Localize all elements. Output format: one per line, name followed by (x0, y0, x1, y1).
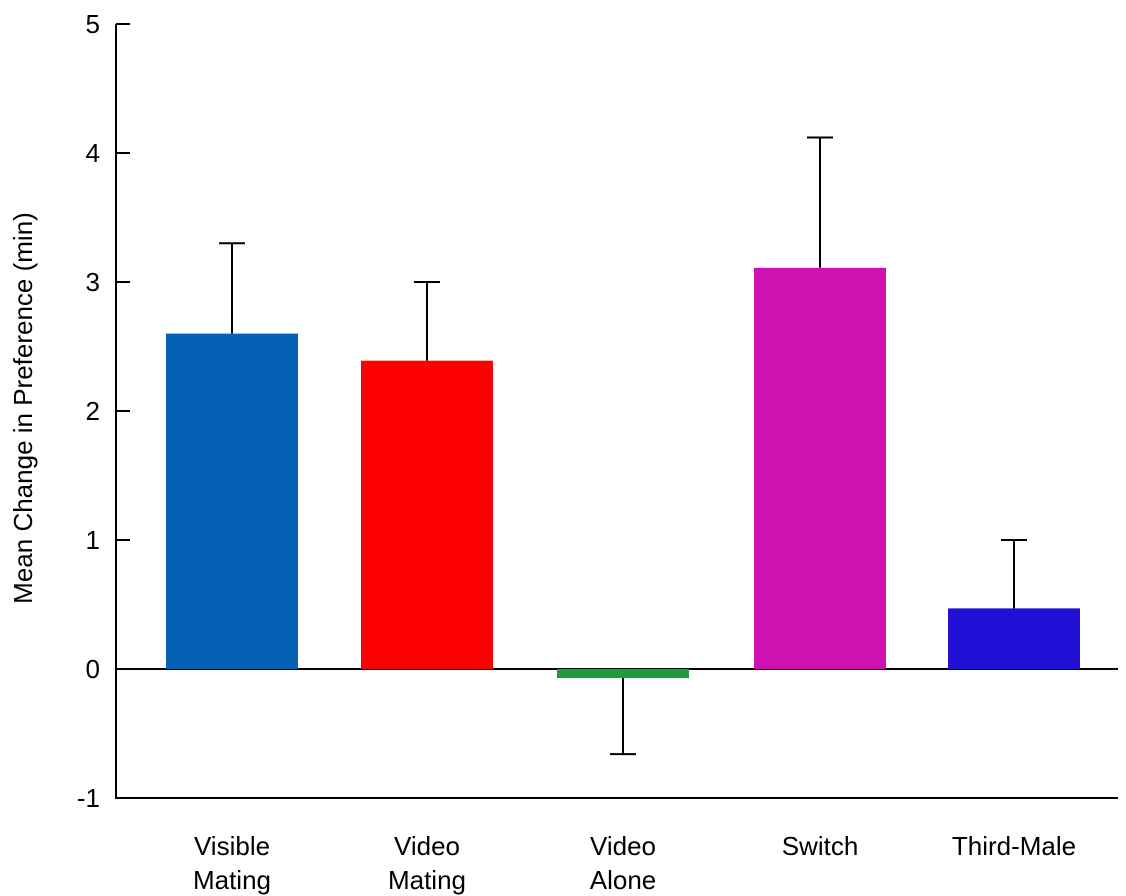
category-label: Switch (782, 831, 859, 861)
y-tick-label: 5 (86, 9, 100, 39)
bar (754, 267, 886, 669)
y-tick-label: 4 (86, 138, 100, 168)
category-label: Mating (193, 865, 271, 895)
bar (948, 608, 1080, 669)
category-label: Video (590, 831, 656, 861)
y-axis-ticks: -1 0 1 2 3 4 5 (77, 9, 130, 813)
category-label: Alone (590, 865, 657, 895)
bar (166, 333, 298, 669)
category-label: Third-Male (952, 831, 1076, 861)
y-tick-label: 3 (86, 267, 100, 297)
y-tick-label: 2 (86, 396, 100, 426)
category-label: Video (394, 831, 460, 861)
y-tick-label: -1 (77, 783, 100, 813)
bar (557, 669, 689, 679)
y-tick-label: 1 (86, 525, 100, 555)
category-label: Mating (388, 865, 466, 895)
x-axis-labels: Visible Mating Video Mating Video Alone Switch… (193, 831, 1076, 895)
y-axis-title: Mean Change in Preference (min) (8, 212, 38, 604)
category-label: Visible (194, 831, 270, 861)
error-bars (219, 136, 1027, 756)
bars (166, 267, 1080, 679)
bar (361, 360, 493, 669)
y-tick-label: 0 (86, 654, 100, 684)
